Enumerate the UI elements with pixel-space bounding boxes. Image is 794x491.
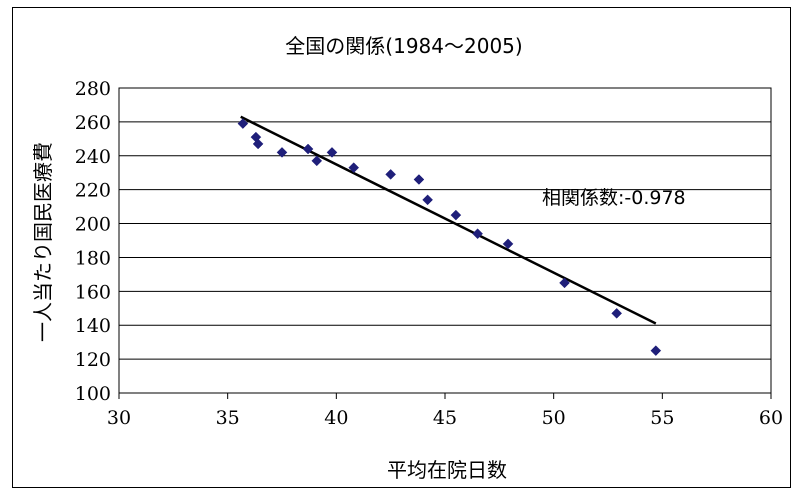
data-point — [559, 277, 570, 289]
data-point — [611, 308, 623, 319]
data-point — [276, 147, 288, 158]
x-tick-label: 45 — [433, 407, 457, 429]
x-tick-label: 50 — [542, 407, 566, 429]
chart-title: 全国の関係(1984～2005) — [285, 34, 522, 58]
data-point — [302, 143, 314, 155]
data-point — [326, 147, 338, 158]
data-point — [348, 162, 360, 173]
y-tick-label: 120 — [75, 349, 111, 371]
y-tick-label: 240 — [75, 146, 111, 168]
data-point — [385, 169, 397, 180]
data-point — [252, 138, 264, 150]
data-point — [237, 118, 249, 129]
x-tick-label: 35 — [216, 407, 240, 429]
data-point — [472, 228, 483, 240]
x-tick-label: 30 — [107, 407, 131, 429]
y-tick-label: 140 — [75, 315, 111, 337]
x-tick-label: 55 — [650, 407, 674, 429]
data-point — [450, 209, 462, 221]
correlation-annotation: 相関係数:-0.978 — [542, 187, 686, 209]
data-point — [422, 194, 433, 206]
y-tick-label: 220 — [75, 180, 111, 202]
data-point — [311, 155, 323, 167]
y-tick-label: 180 — [75, 247, 111, 269]
plot-area: 100 120 140 160 180 200 220 240 260 280 30 35 40 45 50… — [75, 78, 783, 429]
y-tick-label: 100 — [75, 383, 111, 405]
y-tick-label: 280 — [75, 78, 111, 100]
y-tick-label: 200 — [75, 214, 111, 236]
data-point — [413, 174, 425, 185]
x-tick-label: 60 — [759, 407, 783, 429]
y-tick-label: 160 — [75, 281, 111, 303]
data-point — [502, 238, 514, 250]
x-axis-title: 平均在院日数 — [387, 458, 507, 482]
data-point — [650, 345, 662, 356]
x-tick-label: 40 — [324, 407, 348, 429]
y-axis-title: 一人当たり国民医療費 — [31, 142, 55, 342]
y-tick-label: 260 — [75, 112, 111, 134]
